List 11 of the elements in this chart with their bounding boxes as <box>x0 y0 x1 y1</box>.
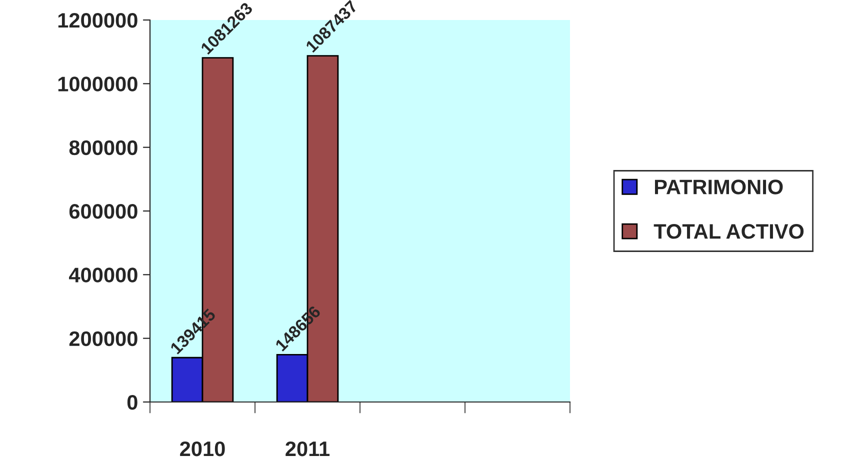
y-tick-label: 600000 <box>69 204 138 219</box>
x-tick-label: 2011 <box>286 441 330 456</box>
legend-label: TOTAL ACTIVO <box>654 224 804 239</box>
y-tick-label: 1200000 <box>58 13 138 28</box>
legend-label: PATRIMONIO <box>654 180 783 194</box>
y-tick-label: 1000000 <box>58 76 138 92</box>
x-tick-label: 2010 <box>180 441 225 456</box>
y-tick-label: 400000 <box>69 268 138 282</box>
y-tick-label: 200000 <box>69 331 138 346</box>
y-tick-label: 0 <box>127 395 138 410</box>
y-tick-label: 800000 <box>69 140 138 156</box>
